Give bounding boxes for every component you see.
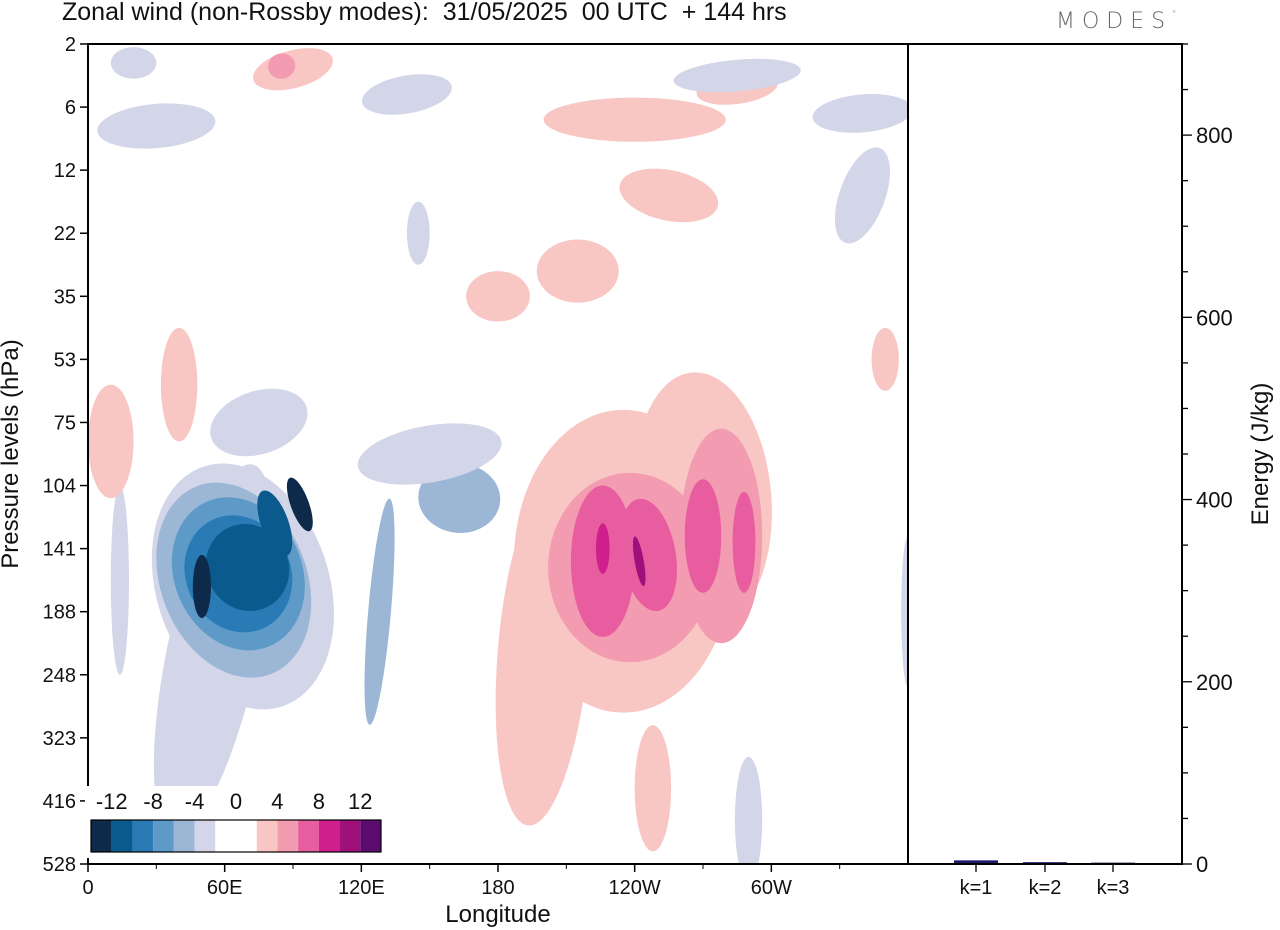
y-tick-label: 75 xyxy=(54,412,76,434)
contour-region xyxy=(901,536,908,688)
y-tick-label: 53 xyxy=(54,349,76,371)
y-tick-label: 22 xyxy=(54,223,76,245)
y-tick-label: 35 xyxy=(54,286,76,308)
contour-region xyxy=(595,523,610,574)
bar-y-tick-label: 0 xyxy=(1196,852,1208,877)
contour-region xyxy=(268,53,296,79)
y-tick-label: 323 xyxy=(43,728,76,750)
contour-region xyxy=(684,479,722,593)
colorbar-swatch xyxy=(215,820,236,852)
bar-x-tick-label: k=1 xyxy=(960,877,993,899)
y-tick-label: 12 xyxy=(54,160,76,182)
bar-x-tick-label: k=3 xyxy=(1097,877,1130,899)
colorbar-swatch xyxy=(236,820,257,852)
bar-y-axis: 0 200 400 600 800 xyxy=(1182,43,1233,877)
colorbar-swatch xyxy=(91,820,112,852)
contour-region xyxy=(361,74,452,115)
contour-region xyxy=(871,327,899,391)
bar-y-tick-label: 400 xyxy=(1196,488,1233,513)
contour-region xyxy=(257,490,293,557)
x-tick-label: 0 xyxy=(82,877,93,899)
heatmap-x-label: Longitude xyxy=(445,901,550,928)
colorbar-swatch xyxy=(298,820,319,852)
y-tick-label: 104 xyxy=(43,476,76,498)
heatmap-y-axis: 2 6 12 22 35 53 75 104 141 188 248 323 416 528 xyxy=(43,34,88,876)
y-tick-label: 141 xyxy=(43,539,76,561)
colorbar-label: 0 xyxy=(230,789,242,814)
colorbar-label: 12 xyxy=(348,789,372,814)
contour-region xyxy=(210,388,308,457)
colorbar-swatch xyxy=(173,820,195,852)
contour-region xyxy=(110,47,157,79)
contour-region xyxy=(466,271,530,322)
bar-x-axis: k=1 k=2 k=3 xyxy=(960,864,1130,899)
contour-region xyxy=(97,103,216,149)
y-tick-label: 2 xyxy=(65,34,76,56)
bar-frame xyxy=(907,43,1183,865)
x-tick-label: 60W xyxy=(751,877,792,899)
colorbar-swatch xyxy=(153,820,174,852)
contour-region xyxy=(88,384,134,499)
contour-region xyxy=(192,554,211,618)
x-tick-label: 120W xyxy=(609,877,661,899)
energy-bar xyxy=(954,860,998,864)
x-tick-label: 180 xyxy=(481,877,514,899)
contour-region xyxy=(406,201,430,265)
colorbar-label: -8 xyxy=(143,789,163,814)
contour-region xyxy=(834,147,890,244)
contour-region xyxy=(619,498,677,612)
contour-region xyxy=(110,485,129,675)
colorbar-swatch xyxy=(111,820,133,852)
contour-region xyxy=(536,239,619,303)
colorbar-swatch xyxy=(277,820,299,852)
bar-x-tick-label: k=2 xyxy=(1029,877,1062,899)
contour-region xyxy=(364,498,395,725)
colorbar-label: -12 xyxy=(96,789,128,814)
y-tick-label: 416 xyxy=(43,791,76,813)
heatmap-x-axis: 0 60E 120E 180 120W 60W xyxy=(82,864,841,899)
y-tick-label: 6 xyxy=(65,97,76,119)
colorbar-swatch xyxy=(132,820,154,852)
colorbar-swatch xyxy=(318,820,340,852)
logo-mark: ° xyxy=(1172,9,1177,18)
contour-region xyxy=(734,756,763,864)
contour-region xyxy=(732,491,756,593)
colorbar-label: 8 xyxy=(313,789,325,814)
x-tick-label: 120E xyxy=(338,877,385,899)
contour-region xyxy=(634,725,672,852)
colorbar-swatch xyxy=(194,820,216,852)
colorbar-swatch xyxy=(360,820,381,852)
heatmap-y-label: Pressure levels (hPa) xyxy=(0,339,24,568)
logo-text: MODES xyxy=(1056,9,1173,34)
bar-y-tick-label: 600 xyxy=(1196,305,1233,330)
y-tick-label: 188 xyxy=(43,602,76,624)
contour-region xyxy=(632,536,646,587)
y-tick-label: 528 xyxy=(43,854,76,876)
contour-region xyxy=(673,58,801,93)
chart-title: Zonal wind (non-Rossby modes): 31/05/202… xyxy=(62,0,787,26)
contour-region xyxy=(357,423,502,485)
heatmap-plot xyxy=(88,47,908,864)
y-tick-label: 248 xyxy=(43,665,76,687)
colorbar-legend: -12 -8 -4 0 4 8 12 xyxy=(85,786,383,858)
contour-region xyxy=(543,97,726,142)
colorbar-swatch xyxy=(256,820,278,852)
contour-region xyxy=(160,327,198,442)
contour-region xyxy=(619,168,719,223)
colorbar-label: 4 xyxy=(271,789,283,814)
bar-y-label: Energy (J/kg) xyxy=(1247,383,1274,526)
bar-y-tick-label: 800 xyxy=(1196,123,1233,148)
colorbar-label: -4 xyxy=(185,789,205,814)
contour-region xyxy=(286,477,313,532)
colorbar-swatch xyxy=(339,820,361,852)
modes-logo: MODES° xyxy=(1056,9,1176,34)
colorbar-outline xyxy=(90,819,382,853)
bar-y-tick-label: 200 xyxy=(1196,670,1233,695)
contour-region xyxy=(205,524,290,612)
contour-region xyxy=(812,94,908,133)
x-tick-label: 60E xyxy=(207,877,243,899)
